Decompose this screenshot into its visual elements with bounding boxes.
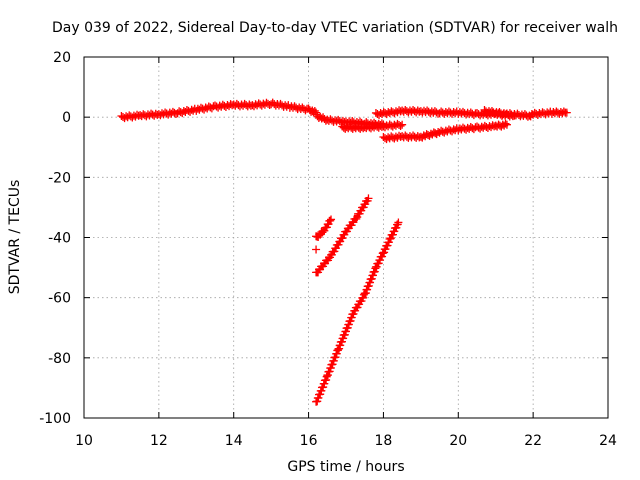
- x-tick-label: 18: [375, 433, 393, 449]
- series-main-band: [117, 98, 321, 123]
- y-tick-label: 0: [62, 110, 71, 126]
- data-point: [327, 215, 336, 224]
- y-tick-label: -20: [48, 170, 71, 186]
- data-point: [386, 234, 395, 243]
- series-declining-segment: [379, 119, 511, 144]
- x-tick-label: 10: [75, 433, 93, 449]
- series-arc-a: [312, 194, 373, 277]
- series-short-arc: [312, 215, 336, 241]
- x-tick-label: 22: [524, 433, 542, 449]
- data-point: [318, 228, 327, 237]
- data-point: [501, 119, 510, 128]
- series-upper-flat: [371, 105, 519, 121]
- x-tick-label: 14: [225, 433, 243, 449]
- series-arc-b: [312, 218, 403, 406]
- data-point: [562, 108, 571, 117]
- plot-frame: [83, 56, 609, 419]
- x-axis-title: GPS time / hours: [287, 459, 404, 475]
- series-right-band: [480, 105, 571, 121]
- y-tick-label: -40: [48, 231, 71, 247]
- data-point: [393, 220, 402, 229]
- x-tick-label: 24: [599, 433, 617, 449]
- data-point: [359, 290, 368, 299]
- data-point: [364, 194, 373, 203]
- data-point: [312, 245, 321, 254]
- x-tick-label: 12: [150, 433, 168, 449]
- y-tick-label: -60: [48, 291, 71, 307]
- data-point: [352, 214, 361, 223]
- data-point: [398, 120, 407, 129]
- x-tick-label: 20: [449, 433, 467, 449]
- series-dip-segment: [312, 110, 388, 130]
- data-point: [326, 216, 335, 225]
- data-point: [396, 122, 405, 131]
- axis-ticks: 10 12 14 16 18 20 22 24 -100 -80 -60 -40 -20 0 20: [39, 50, 617, 449]
- data-point: [378, 249, 387, 258]
- data-points: [117, 98, 571, 406]
- y-tick-label: 20: [53, 50, 71, 66]
- y-axis-title: SDTVAR / TECUs: [7, 180, 23, 295]
- x-tick-label: 16: [300, 433, 318, 449]
- series-isolated: [312, 245, 321, 254]
- data-point: [394, 218, 403, 227]
- data-point: [310, 106, 319, 115]
- y-tick-label: -100: [39, 411, 71, 427]
- chart-title: Day 039 of 2022, Sidereal Day-to-day VTE…: [52, 20, 618, 36]
- data-point: [502, 120, 511, 129]
- series-low-segment: [338, 119, 407, 133]
- y-tick-label: -80: [48, 351, 71, 367]
